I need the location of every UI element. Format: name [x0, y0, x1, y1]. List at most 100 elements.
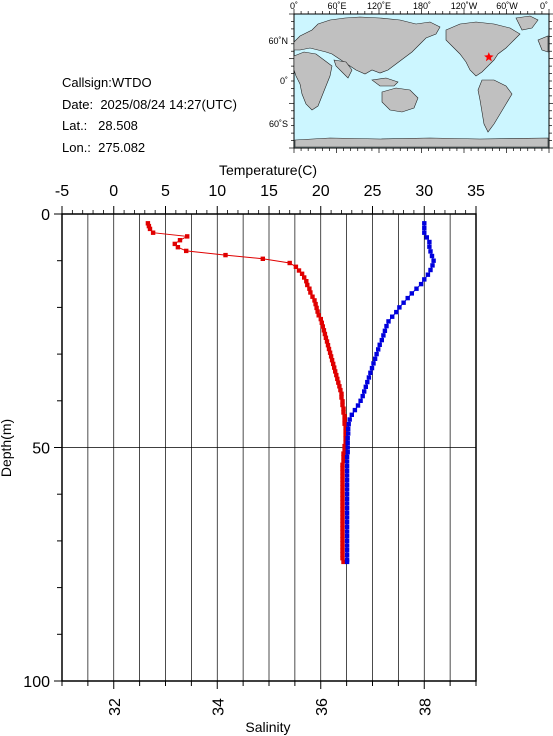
- temperature-point: [223, 252, 228, 258]
- map-tick-marks: [289, 9, 553, 153]
- salinity-tick-label: 32: [107, 698, 124, 716]
- location-map: 0˚ 60˚E 120˚E 180˚ 120˚W 60˚W 0˚ 60˚N 0˚…: [268, 1, 553, 153]
- temperature-point: [340, 473, 345, 479]
- station-info: Callsign:WTDO Date: 2025/08/24 14:27(UTC…: [62, 72, 237, 158]
- temperature-point: [305, 282, 310, 288]
- temperature-point: [287, 260, 292, 266]
- salinity-point: [349, 412, 354, 417]
- map-latitude-labels: 60˚N 0˚ 60˚S: [268, 36, 288, 129]
- temperature-point: [340, 496, 345, 501]
- map-lon-tick-label: 60˚W: [496, 1, 518, 11]
- temperature-point: [342, 417, 347, 423]
- temperature-point: [328, 354, 334, 359]
- temperature-point: [260, 256, 265, 261]
- salinity-point: [344, 468, 350, 474]
- salinity-point: [346, 421, 351, 427]
- salinity-point: [371, 361, 376, 366]
- lon-line: Lon.: 275.082: [62, 137, 237, 159]
- salinity-point: [384, 323, 389, 329]
- temperature-point: [332, 365, 337, 370]
- land-antarctica: [294, 137, 549, 148]
- salinity-point: [382, 328, 388, 333]
- temperature-point: [312, 298, 317, 303]
- temperature-point: [340, 492, 345, 497]
- salinity-point: [429, 253, 435, 259]
- temperature-point: [341, 455, 346, 460]
- temperature-point: [341, 451, 346, 456]
- temperature-tick-label: 30: [415, 183, 433, 200]
- temperature-point: [340, 518, 345, 523]
- salinity-point: [352, 407, 358, 413]
- salinity-point: [344, 478, 350, 483]
- temperature-point: [327, 350, 333, 355]
- temperature-point: [340, 529, 345, 535]
- salinity-point: [355, 403, 361, 408]
- land-africa: [293, 51, 333, 111]
- temperature-tick-label: 15: [260, 183, 278, 200]
- salinity-point: [344, 482, 350, 488]
- salinity-point: [366, 375, 372, 380]
- temperature-point: [340, 537, 345, 542]
- temperature-point: [340, 544, 345, 550]
- salinity-point: [344, 496, 350, 502]
- salinity-point: [344, 520, 350, 525]
- salinity-point: [360, 393, 365, 399]
- salinity-point: [405, 295, 410, 301]
- temperature-point: [302, 275, 307, 280]
- temperature-point: [334, 372, 339, 378]
- salinity-point: [346, 426, 351, 431]
- temperature-point: [323, 335, 329, 340]
- salinity-point: [344, 548, 350, 553]
- salinity-point: [377, 342, 382, 347]
- salinity-point: [418, 281, 424, 287]
- salinity-point: [390, 314, 395, 319]
- temperature-point: [340, 511, 345, 516]
- temperature-tick-label: 25: [364, 183, 382, 200]
- salinity-point: [344, 557, 350, 562]
- temperature-point: [339, 395, 344, 400]
- map-lon-tick-label: 120˚W: [451, 1, 478, 11]
- temperature-point: [343, 429, 348, 434]
- salinity-point: [365, 379, 370, 385]
- temperature-point: [342, 447, 347, 452]
- temperature-point: [341, 406, 346, 411]
- map-landmasses: [293, 15, 549, 148]
- salinity-point: [344, 543, 350, 548]
- date-value: 2025/08/24 14:27(UTC): [100, 96, 237, 112]
- salinity-point: [381, 333, 386, 338]
- salinity-point: [401, 300, 406, 305]
- depth-tick-label: 100: [23, 674, 50, 691]
- temperature-point: [343, 432, 348, 438]
- map-lon-tick-label: 120˚E: [367, 1, 391, 11]
- station-location-star-icon: [484, 52, 494, 62]
- salinity-point: [368, 370, 373, 375]
- salinity-point: [369, 365, 375, 371]
- temperature-point: [340, 462, 345, 467]
- callsign-label: Callsign:: [62, 75, 112, 90]
- salinity-point: [362, 389, 367, 394]
- depth-tick-label: 50: [32, 441, 50, 458]
- temperature-point: [147, 226, 153, 232]
- depth-axis-ticks: 0 50 100: [23, 207, 62, 691]
- salinity-axis-title: Salinity: [245, 719, 290, 735]
- temperature-point: [338, 387, 343, 393]
- callsign-value: WTDO: [111, 75, 152, 90]
- temperature-point: [340, 548, 345, 553]
- salinity-point: [344, 510, 350, 516]
- temperature-point: [296, 268, 302, 273]
- temperature-point: [313, 301, 318, 307]
- temperature-point: [340, 522, 345, 527]
- temperature-point: [340, 477, 345, 482]
- temperature-point: [321, 328, 327, 333]
- map-lon-tick-label: 0˚: [290, 1, 298, 11]
- salinity-point: [430, 263, 435, 268]
- salinity-point: [346, 431, 351, 436]
- temperature-point: [340, 556, 345, 561]
- date-label: Date:: [62, 96, 94, 112]
- salinity-point: [414, 286, 419, 291]
- temperature-point: [342, 443, 347, 449]
- temperature-point: [150, 230, 156, 235]
- temperature-axis-title: Temperature(C): [219, 162, 317, 178]
- temperature-point: [336, 380, 341, 385]
- temperature-point: [340, 402, 345, 408]
